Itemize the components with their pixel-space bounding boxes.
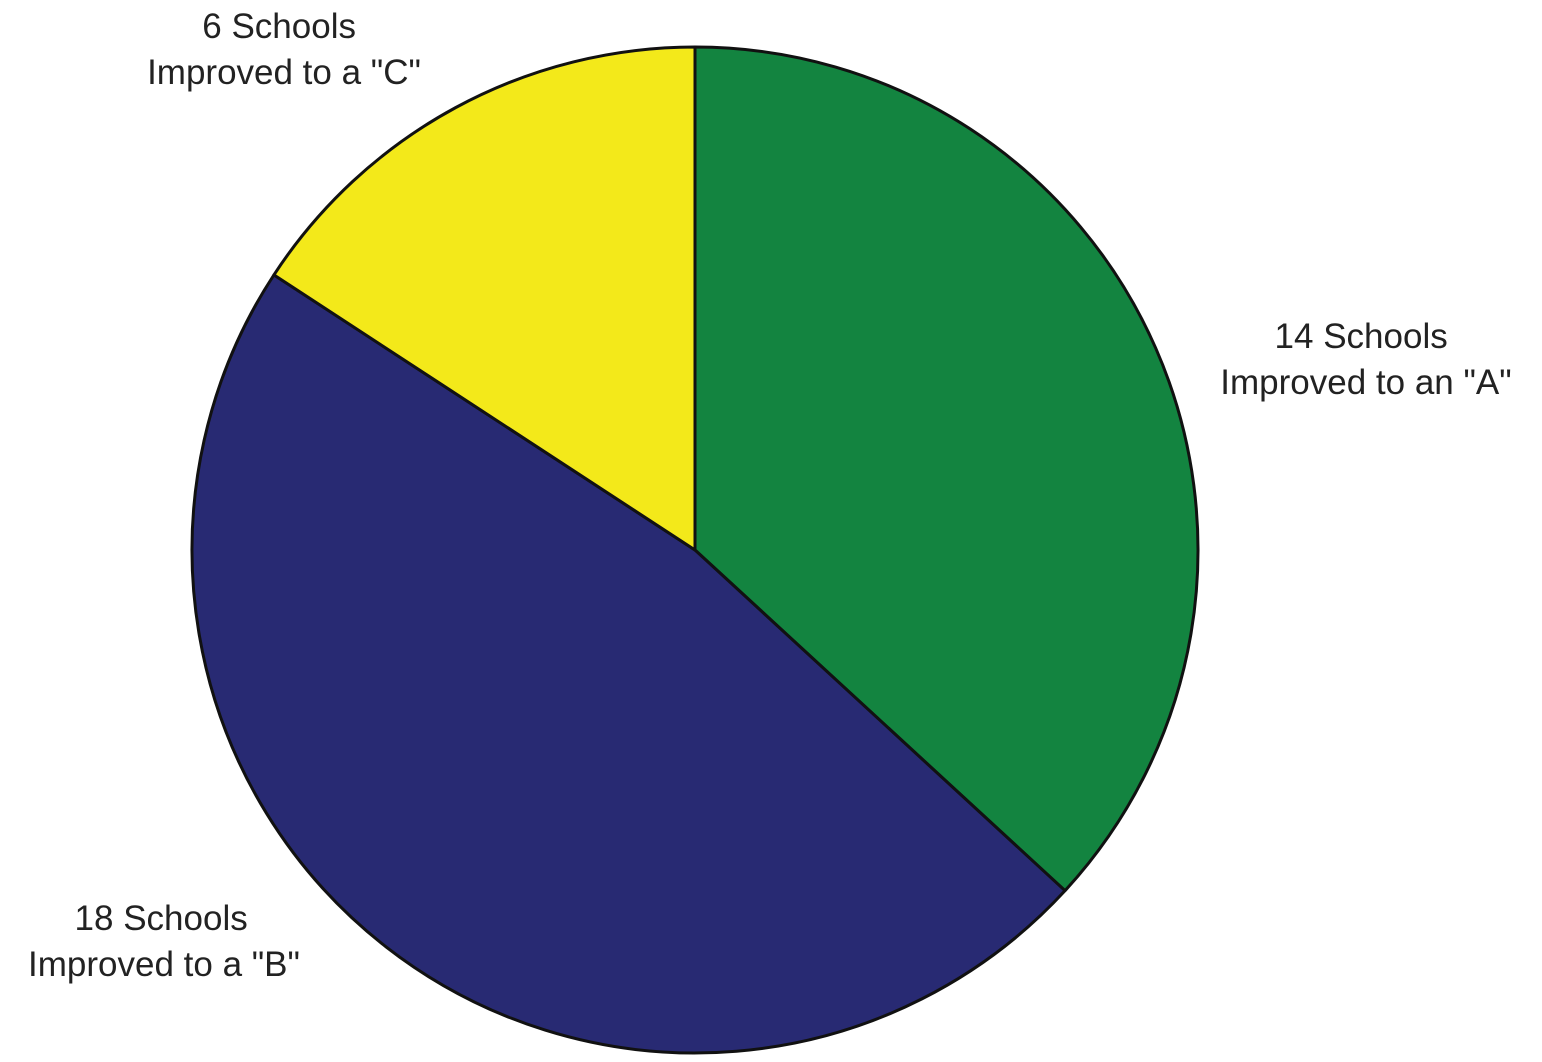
slice-label-c-line1: 6 Schools (202, 7, 356, 46)
slice-label-c: 6 Schools Improved to a "C" (147, 7, 421, 92)
slice-label-a-line1: 14 Schools (1275, 317, 1448, 356)
pie-slices (190, 45, 1200, 1055)
slice-label-b-line1: 18 Schools (75, 899, 248, 938)
slice-label-a-line2: Improved to an "A" (1220, 363, 1511, 402)
pie-slice-b (190, 273, 1067, 1055)
slice-label-b: 18 Schools Improved to a "B" (28, 899, 300, 984)
slice-label-b-line2: Improved to a "B" (28, 945, 300, 984)
pie-slice-c (272, 45, 697, 552)
slice-label-c-line2: Improved to a "C" (147, 53, 421, 92)
slice-label-a: 14 Schools Improved to an "A" (1220, 317, 1511, 402)
pie-slice-a (693, 45, 1200, 893)
